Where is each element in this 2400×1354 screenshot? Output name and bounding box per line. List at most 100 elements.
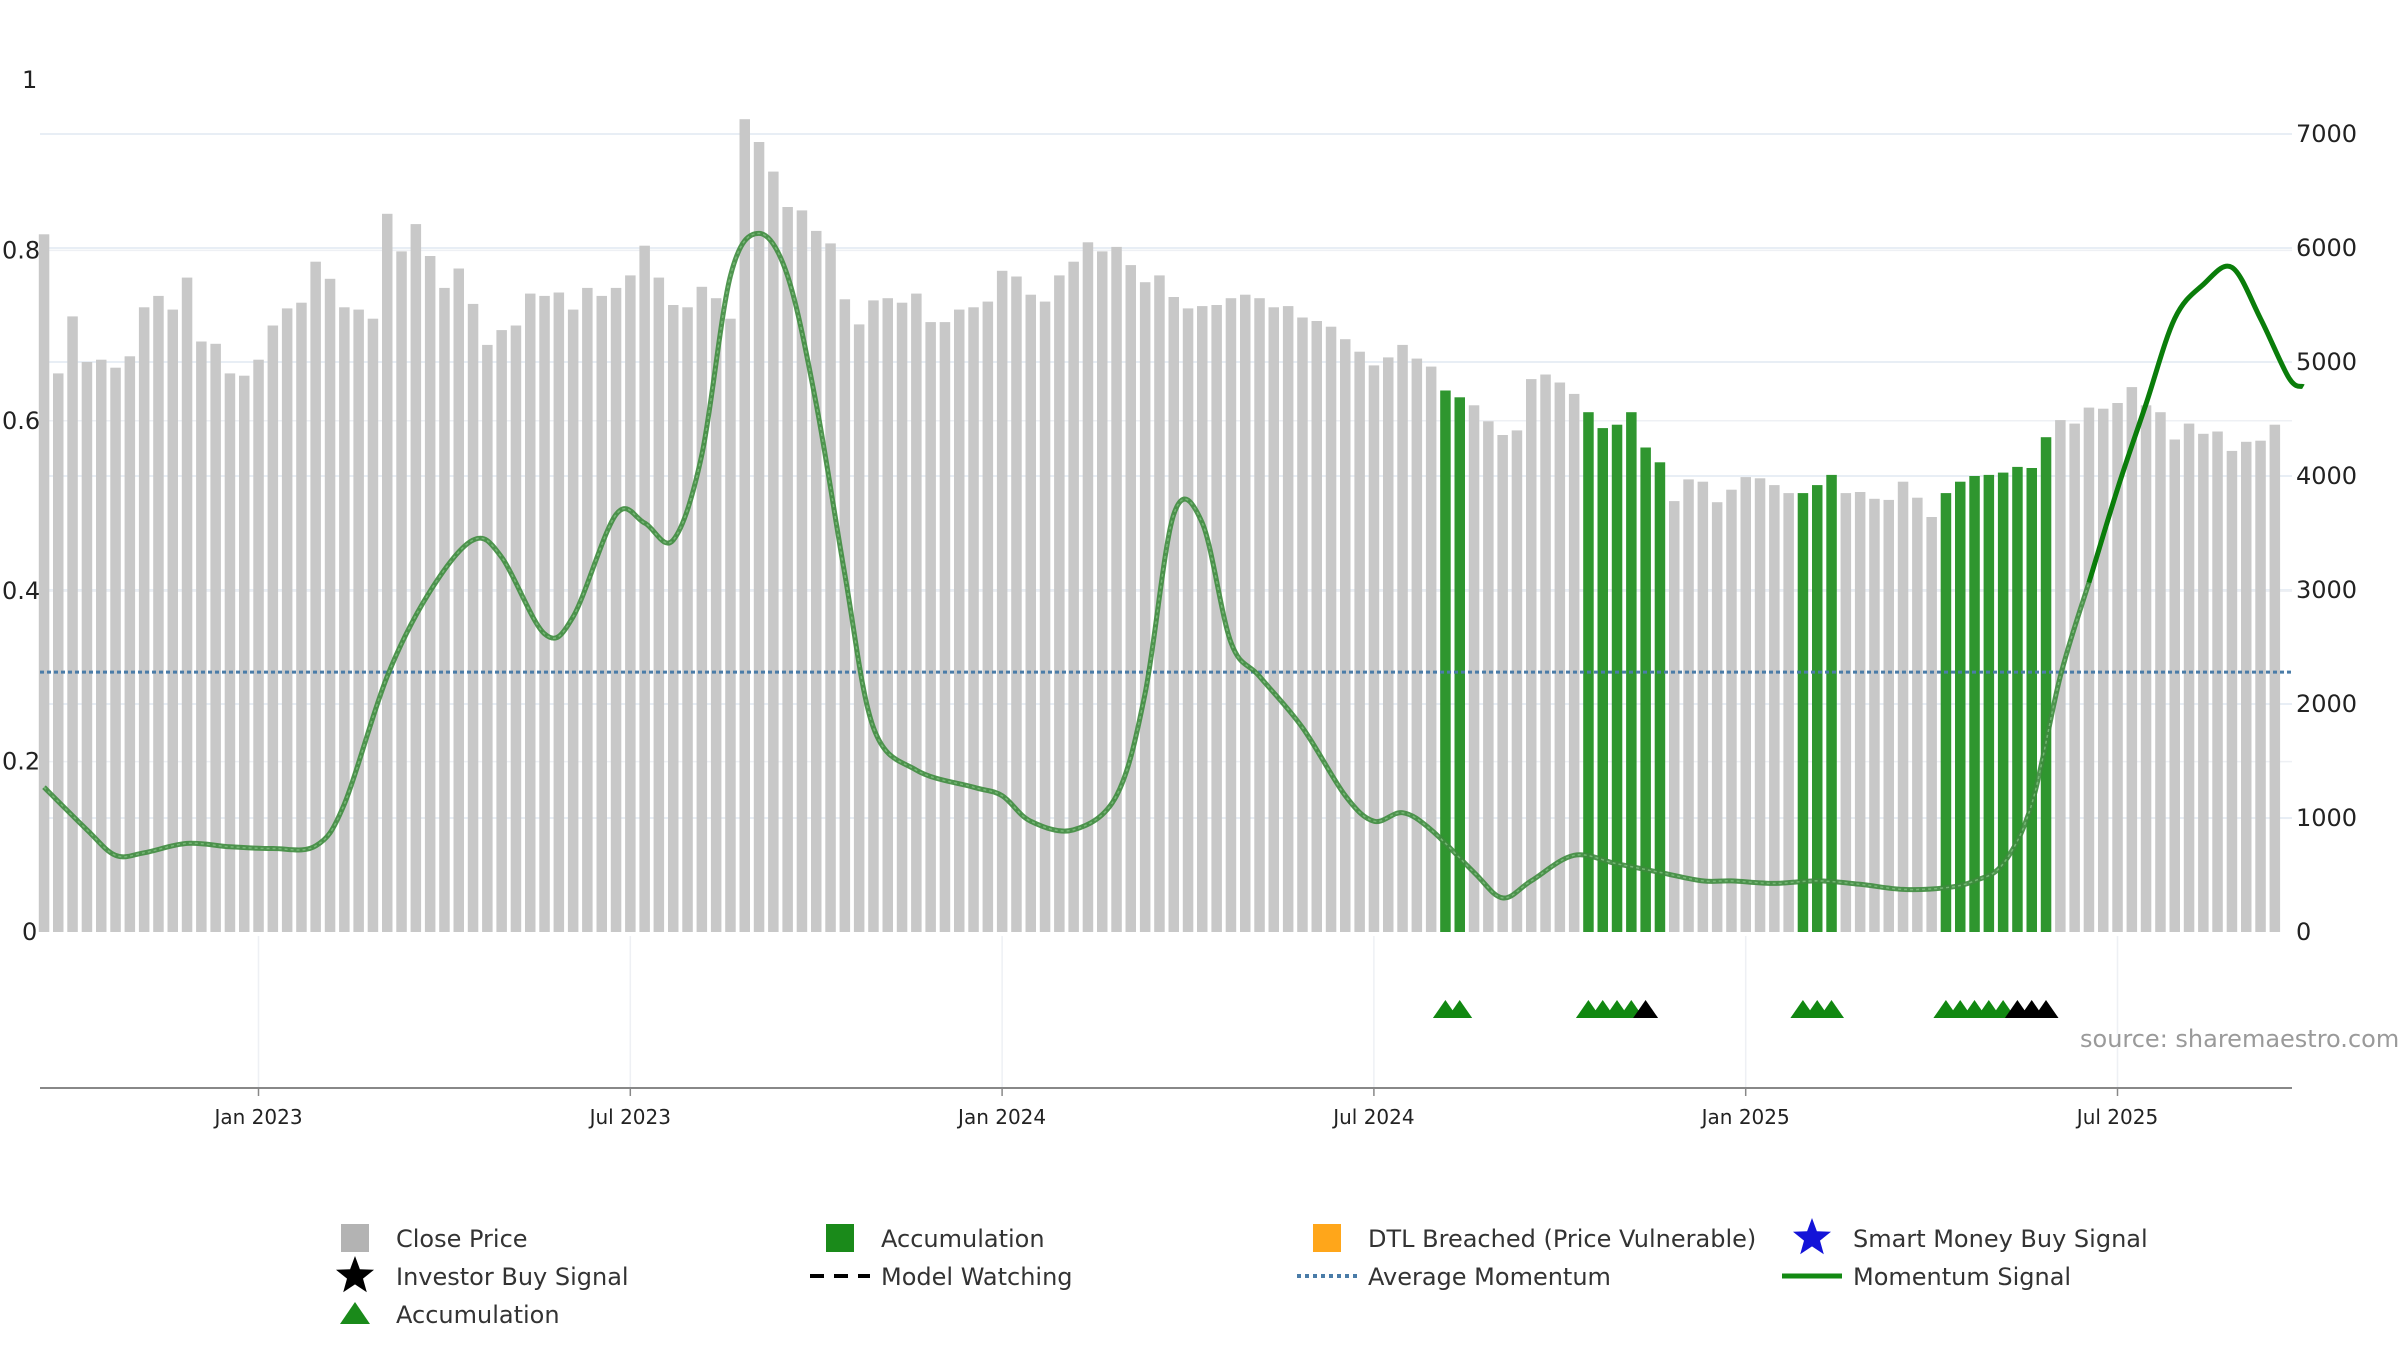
legend-label: Model Watching: [881, 1263, 1073, 1291]
close-price-bar: [1697, 481, 1709, 932]
close-price-bar: [1254, 298, 1265, 932]
close-price-bar: [181, 277, 193, 933]
close-price-bar: [1125, 265, 1136, 933]
close-price-bar: [1197, 306, 1208, 933]
close-price-bar: [725, 318, 736, 932]
signal-markers: [1432, 1000, 2059, 1018]
close-price-bar: [996, 270, 1008, 932]
legend-label: Average Momentum: [1368, 1263, 1611, 1291]
close-price-bar: [324, 278, 336, 932]
close-price-bar: [1383, 357, 1394, 932]
close-price-bar: [1097, 251, 1108, 932]
close-price-bar: [853, 324, 865, 932]
close-price-bar: [968, 307, 979, 932]
close-price-bar: [2198, 433, 2209, 932]
x-tick-label: Jul 2023: [588, 1105, 671, 1129]
close-price-bar: [882, 298, 893, 932]
y-left-tick-label: 0.2: [2, 748, 40, 776]
close-price-bar: [267, 325, 279, 932]
close-price-bar: [2083, 407, 2095, 933]
close-price-bar: [510, 325, 522, 932]
y-right-tick-label: 6000: [2296, 234, 2357, 262]
close-price-bar: [1297, 317, 1308, 932]
close-price-bar: [1926, 517, 1937, 932]
close-price-bar: [138, 307, 150, 932]
accumulation-bar: [1654, 462, 1666, 932]
close-price-bar: [110, 367, 121, 932]
close-price-bar: [1554, 382, 1566, 932]
close-price-bar: [124, 356, 136, 932]
close-price-bar: [1683, 479, 1694, 932]
y-left-tick-label: 0: [22, 918, 37, 946]
close-price-bar: [1840, 493, 1852, 932]
x-tick-label: Jan 2024: [956, 1105, 1046, 1129]
close-price-bar: [2269, 424, 2281, 932]
close-price-bar: [439, 287, 450, 932]
close-price-bar: [2255, 440, 2266, 932]
orange-square-icon: [1313, 1224, 1341, 1252]
close-price-bar: [739, 119, 750, 932]
investor-buy-triangle: [2033, 1000, 2059, 1018]
close-price-bar: [925, 322, 936, 933]
close-price-bar: [539, 295, 550, 932]
close-price-bar: [53, 373, 64, 932]
close-price-bar: [382, 213, 393, 933]
close-price-bar: [1897, 481, 1909, 932]
y-left-tick-label: 1: [22, 66, 37, 94]
close-price-bar: [224, 373, 236, 932]
close-price-bar: [367, 318, 379, 932]
close-price-bar: [2155, 412, 2166, 932]
close-price-bar: [482, 344, 493, 932]
close-price-bar: [753, 142, 765, 932]
accumulation-bar: [1611, 424, 1623, 932]
close-price-bar: [982, 301, 994, 933]
close-price-bar: [1225, 298, 1237, 932]
investor-buy-triangle: [1633, 1000, 1659, 1018]
close-price-bar: [1669, 501, 1680, 932]
close-price-bar: [1068, 261, 1079, 932]
accumulation-bar: [1955, 481, 1966, 932]
close-price-bar: [1354, 351, 1365, 932]
accumulation-bar: [1440, 390, 1451, 932]
accumulation-bar: [2012, 466, 2023, 932]
accumulation-bar: [1640, 447, 1651, 932]
momentum-signal-highlight: [43, 232, 2090, 899]
accumulation-triangle: [1447, 1000, 1473, 1018]
close-price-bar: [1854, 492, 1866, 932]
close-price-bar: [596, 295, 607, 932]
close-price-bar: [868, 300, 879, 932]
close-price-bar: [2241, 441, 2252, 932]
close-price-bar: [281, 308, 293, 932]
close-price-bar: [825, 243, 836, 932]
close-price-bar: [239, 375, 250, 932]
close-price-bar: [1397, 344, 1408, 932]
close-price-bar: [1054, 275, 1065, 932]
close-price-bar: [1483, 421, 1494, 932]
close-price-bar: [839, 299, 851, 932]
legend-label: Close Price: [396, 1225, 528, 1253]
close-price-bar: [1282, 306, 1294, 933]
close-price-bar: [1511, 430, 1523, 932]
y-left-tick-label: 0.4: [2, 577, 40, 605]
close-price-bar: [1711, 502, 1723, 932]
close-price-bar: [811, 230, 822, 932]
close-price-bar: [1368, 365, 1380, 932]
close-price-bar: [582, 287, 593, 932]
close-price-bar: [1111, 246, 1122, 932]
accumulation-bar: [1969, 476, 1980, 932]
close-price-bars: [38, 119, 2281, 933]
close-price-bar: [710, 298, 722, 932]
close-price-bar: [81, 362, 93, 932]
accumulation-triangle: [1819, 1000, 1844, 1018]
close-price-bar: [1325, 326, 1337, 932]
close-price-bar: [639, 245, 650, 932]
gray-square-icon: [341, 1224, 369, 1252]
close-price-bar: [1311, 321, 1322, 932]
x-tick-label: Jan 2023: [212, 1105, 302, 1129]
close-price-bar: [1869, 498, 1880, 932]
close-price-bar: [1568, 393, 1580, 932]
close-price-bar: [1769, 485, 1780, 932]
momentum-signal: [42, 230, 2092, 901]
legend-label: Investor Buy Signal: [396, 1263, 629, 1291]
